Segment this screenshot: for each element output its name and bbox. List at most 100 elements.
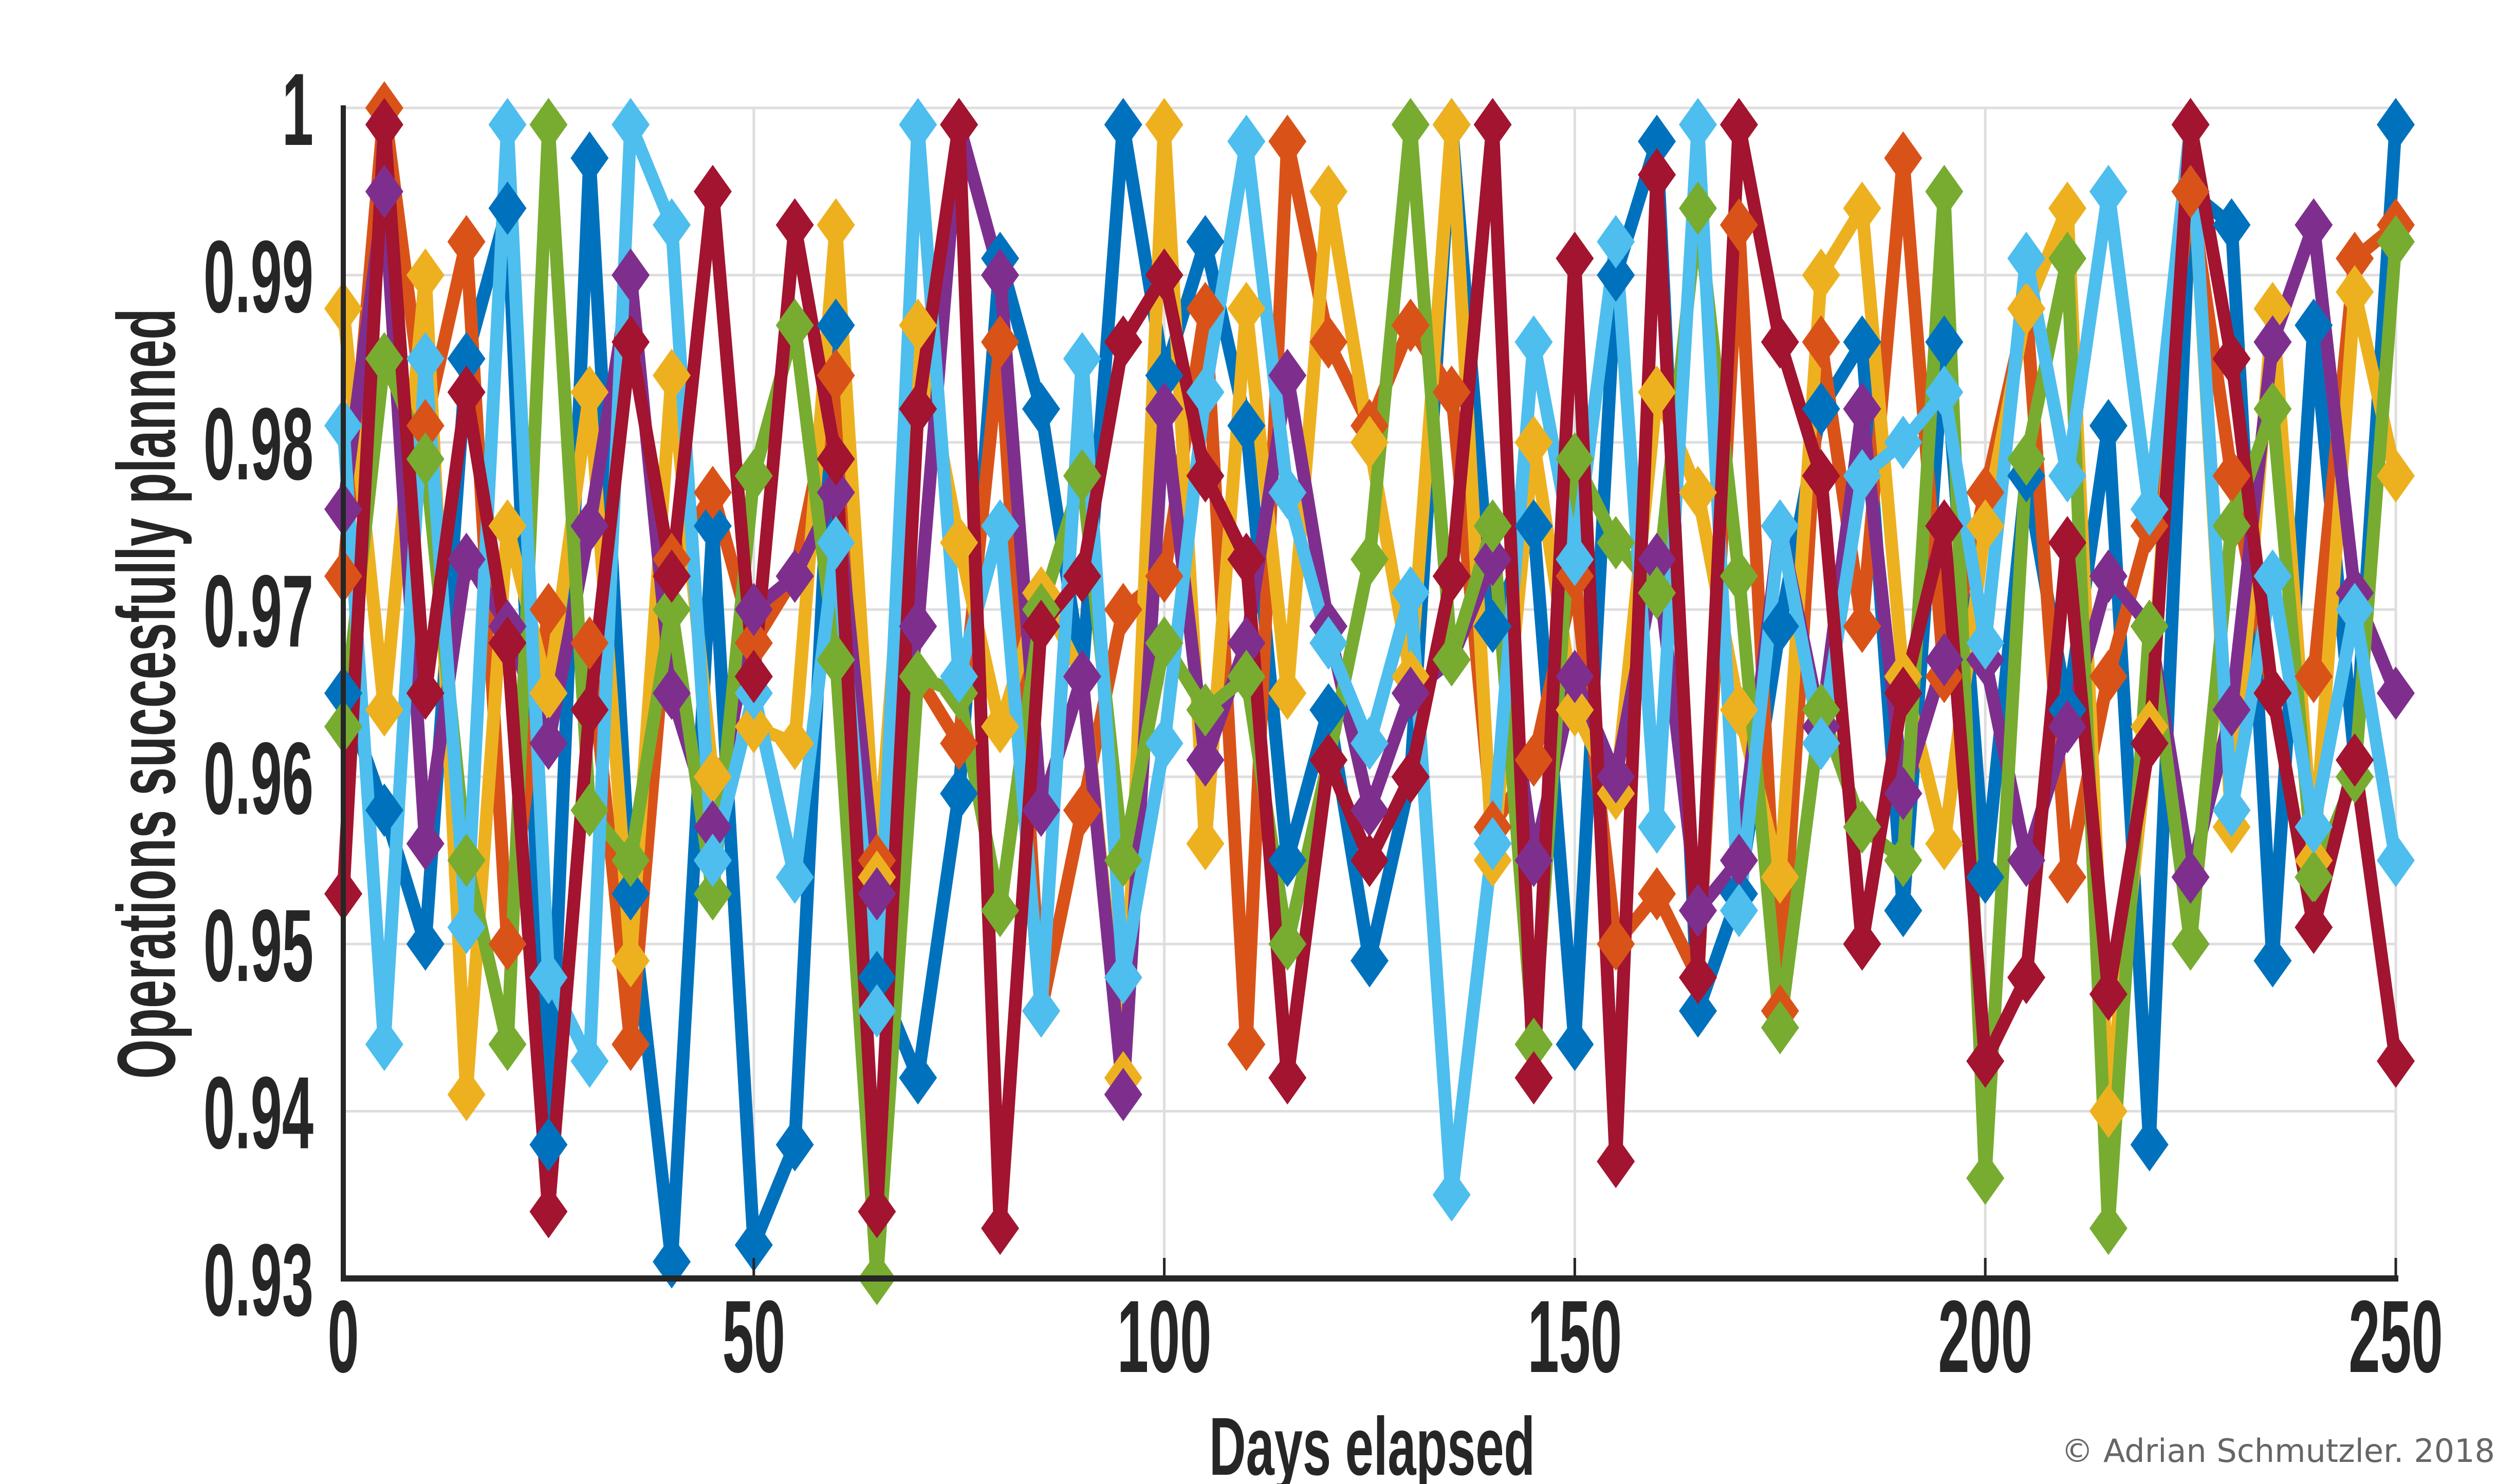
data-point-marker	[1761, 599, 1799, 653]
data-point-marker	[2212, 783, 2251, 837]
x-tick-label: 100	[1117, 1279, 1212, 1394]
data-point-marker	[1597, 750, 1635, 804]
data-point-marker	[1186, 817, 1225, 870]
data-point-marker	[817, 348, 855, 402]
y-axis-label: Operations succesfully planned	[101, 308, 193, 1079]
data-point-marker	[2253, 666, 2292, 720]
data-point-marker	[2377, 1034, 2415, 1088]
data-point-marker	[1186, 449, 1225, 503]
x-tick-label: 50	[723, 1279, 785, 1394]
data-point-marker	[2336, 231, 2374, 285]
y-tick-label: 0.93	[204, 1223, 313, 1338]
data-point-marker	[1679, 984, 1717, 1038]
data-point-marker	[1925, 633, 1964, 687]
data-point-marker	[858, 984, 896, 1038]
data-point-marker	[858, 1184, 896, 1238]
data-point-marker	[406, 399, 445, 453]
x-axis-label: Days elapsed	[1209, 1401, 1535, 1484]
data-point-marker	[1719, 833, 1758, 887]
data-point-marker	[1022, 783, 1060, 837]
data-point-marker	[1514, 315, 1553, 369]
data-point-marker	[2253, 934, 2292, 988]
data-point-marker	[1351, 934, 1389, 988]
data-point-marker	[447, 215, 486, 269]
data-point-marker	[1309, 616, 1348, 670]
data-point-marker	[2171, 98, 2210, 152]
data-point-marker	[488, 616, 527, 670]
data-point-marker	[734, 700, 773, 754]
data-point-marker	[817, 299, 855, 353]
data-point-marker	[1843, 449, 1881, 503]
data-point-marker	[1104, 1068, 1142, 1122]
data-point-marker	[1145, 98, 1183, 152]
data-point-marker	[2377, 215, 2415, 269]
data-point-marker	[940, 516, 978, 570]
data-point-marker	[529, 666, 568, 720]
data-point-marker	[981, 499, 1020, 553]
data-point-marker	[693, 867, 732, 921]
data-point-marker	[1351, 716, 1389, 770]
data-point-marker	[2336, 583, 2374, 637]
data-point-marker	[1761, 499, 1799, 553]
data-point-marker	[488, 917, 527, 971]
data-point-marker	[1227, 532, 1266, 586]
data-point-marker	[1719, 549, 1758, 603]
data-point-marker	[2336, 265, 2374, 319]
data-point-marker	[2295, 850, 2333, 904]
data-point-marker	[1638, 867, 1676, 921]
data-point-marker	[447, 1068, 486, 1122]
data-point-marker	[2089, 1084, 2128, 1138]
data-point-marker	[1679, 884, 1717, 938]
data-point-marker	[1925, 817, 1964, 870]
data-point-marker	[1432, 549, 1471, 603]
data-point-marker	[2253, 282, 2292, 336]
data-point-marker	[2048, 449, 2086, 503]
data-point-marker	[1884, 666, 1922, 720]
data-point-marker	[2377, 98, 2415, 152]
data-point-marker	[817, 633, 855, 687]
data-point-marker	[858, 867, 896, 921]
data-point-marker	[1719, 198, 1758, 252]
data-point-marker	[1268, 666, 1307, 720]
data-point-marker	[734, 650, 773, 703]
data-point-marker	[1556, 231, 1594, 285]
data-point-marker	[899, 1051, 937, 1105]
data-point-marker	[2377, 449, 2415, 503]
data-point-marker	[1925, 499, 1964, 553]
data-point-marker	[1884, 884, 1922, 938]
data-point-marker	[447, 833, 486, 887]
data-point-marker	[899, 299, 937, 353]
data-point-marker	[1514, 1051, 1553, 1105]
data-point-marker	[1925, 365, 1964, 419]
data-point-marker	[1884, 767, 1922, 821]
data-point-marker	[1473, 532, 1512, 586]
data-point-marker	[1473, 98, 1512, 152]
data-point-marker	[1966, 499, 2005, 553]
data-point-marker	[1761, 850, 1799, 904]
data-point-marker	[1063, 449, 1101, 503]
data-point-marker	[653, 198, 691, 252]
data-point-marker	[1679, 466, 1717, 520]
data-point-marker	[1186, 282, 1225, 336]
data-point-marker	[1843, 181, 1881, 235]
data-point-marker	[693, 499, 732, 553]
data-point-marker	[817, 516, 855, 570]
data-point-marker	[1884, 833, 1922, 887]
data-point-marker	[1514, 833, 1553, 887]
y-tick-label: 0.95	[204, 888, 313, 1003]
data-point-marker	[1391, 299, 1430, 353]
data-point-marker	[1597, 1135, 1635, 1189]
copyright-notice: © Adrian Schmutzler. 2018	[2061, 1432, 2495, 1470]
data-point-marker	[1884, 131, 1922, 185]
y-tick-label: 0.96	[204, 721, 313, 836]
data-point-marker	[2377, 833, 2415, 887]
data-point-marker	[1351, 532, 1389, 586]
data-point-marker	[1227, 115, 1266, 169]
data-point-marker	[1761, 315, 1799, 369]
data-point-marker	[1309, 164, 1348, 218]
data-point-marker	[1391, 666, 1430, 720]
data-point-marker	[653, 1235, 691, 1289]
data-point-marker	[775, 549, 814, 603]
x-tick-label: 150	[1528, 1279, 1622, 1394]
data-point-marker	[1063, 650, 1101, 703]
